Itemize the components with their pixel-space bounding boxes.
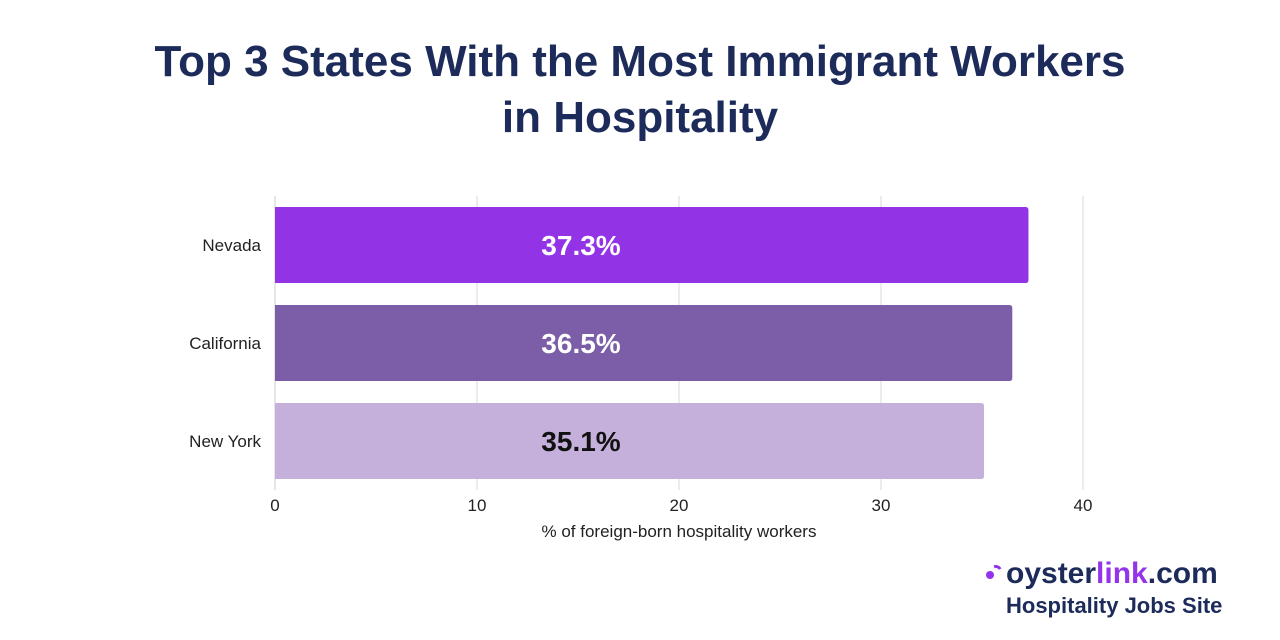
bar-california	[275, 305, 1013, 381]
category-label-1: California	[189, 334, 261, 353]
x-tick-label-2: 20	[670, 496, 689, 515]
brand-name: oyster link .com	[984, 556, 1244, 592]
brand-tagline: Hospitality Jobs Site	[1006, 593, 1223, 618]
chart-title: Top 3 States With the Most Immigrant Wor…	[0, 34, 1280, 146]
category-label-2: New York	[189, 432, 261, 451]
brand-mark-icon	[984, 565, 1002, 583]
chart-title-line-2: in Hospitality	[501, 93, 779, 142]
x-axis-label: % of foreign-born hospitality workers	[542, 522, 817, 541]
category-label-0: Nevada	[202, 236, 261, 255]
chart-title-line-1: Top 3 States With the Most Immigrant Wor…	[154, 37, 1126, 86]
x-tick-label-4: 40	[1074, 496, 1093, 515]
data-label-2: 35.1%	[541, 426, 620, 457]
brand-name-suffix: .com	[1147, 557, 1218, 590]
brand-name-accent: link	[1096, 557, 1148, 590]
data-label-1: 36.5%	[541, 328, 620, 359]
bar-nevada	[275, 207, 1029, 283]
x-tick-label-0: 0	[270, 496, 279, 515]
data-label-0: 37.3%	[541, 230, 620, 261]
brand-name-prefix: oyster	[1006, 557, 1097, 590]
brand-logo: oyster link .com Hospitality Jobs Site	[984, 556, 1244, 620]
bar-new-york	[275, 403, 985, 479]
x-tick-label-1: 10	[468, 496, 487, 515]
x-tick-label-3: 30	[872, 496, 891, 515]
